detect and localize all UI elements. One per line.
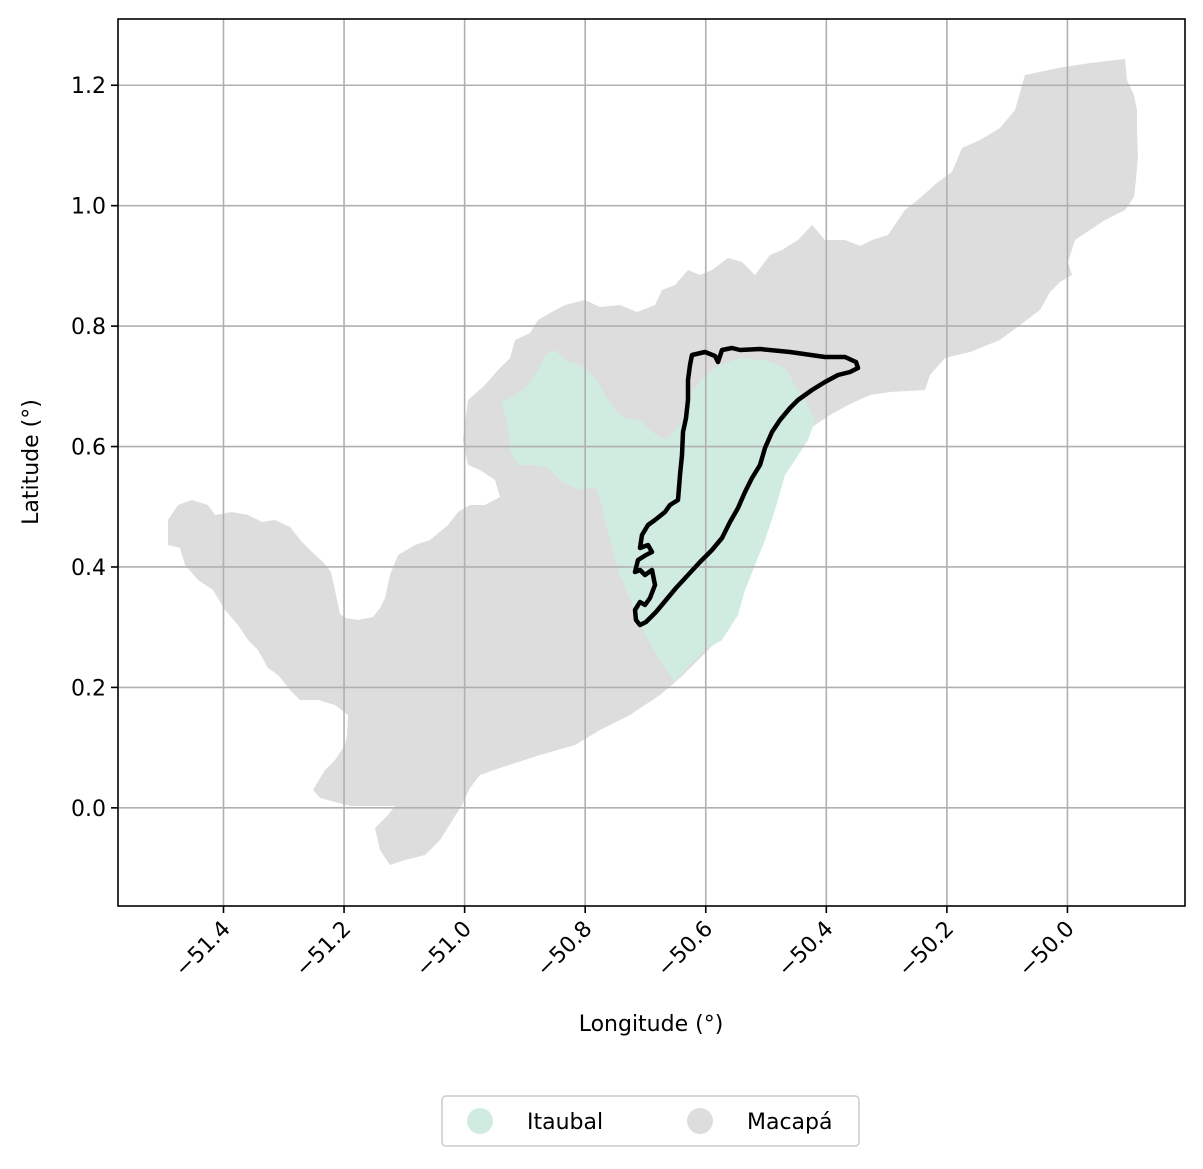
legend-label-macapa: Macapá: [747, 1110, 833, 1135]
y-tick-label: 0.8: [71, 315, 106, 340]
legend-marker-itaubal: [467, 1108, 493, 1134]
y-tick-label: 0.6: [71, 436, 106, 461]
grid-lines: [118, 19, 1185, 906]
legend: Itaubal Macapá: [441, 1095, 860, 1147]
y-tick-label: 1.2: [71, 74, 106, 99]
x-axis-label: Longitude (°): [579, 1012, 724, 1037]
highlight-outline: [632, 345, 861, 628]
y-axis-ticks: 0.0 0.2 0.4 0.6 0.8 1.0 1.2: [71, 74, 118, 822]
legend-marker-macapa: [687, 1108, 713, 1134]
legend-label-itaubal: Itaubal: [527, 1110, 603, 1135]
y-tick-label: 0.4: [71, 556, 106, 581]
y-axis-label: Latitude (°): [19, 399, 44, 525]
y-tick-label: 0.2: [71, 676, 106, 701]
legend-box: [441, 1095, 860, 1147]
plot-frame: [117, 18, 1186, 907]
y-tick-label: 0.0: [71, 797, 106, 822]
y-tick-label: 1.0: [71, 195, 106, 220]
